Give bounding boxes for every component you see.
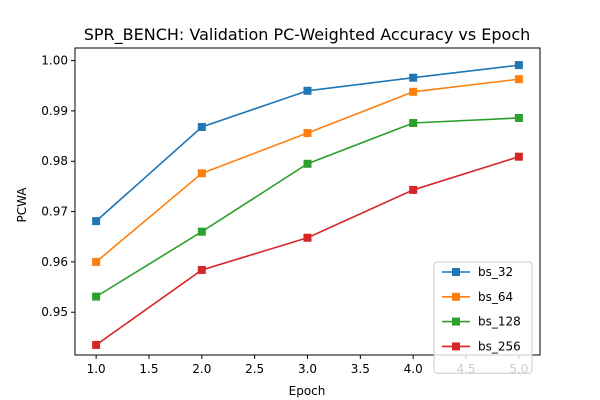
x-tick-label: 3.0 bbox=[298, 362, 317, 376]
data-point-bs_32 bbox=[197, 123, 206, 132]
x-tick-label: 4.0 bbox=[404, 362, 423, 376]
series-bs_128 bbox=[92, 113, 523, 301]
chart-title: SPR_BENCH: Validation PC-Weighted Accura… bbox=[84, 25, 531, 45]
x-tick-label: 2.5 bbox=[245, 362, 264, 376]
data-point-bs_32 bbox=[409, 73, 418, 82]
data-point-bs_256 bbox=[92, 340, 101, 349]
y-tick-label: 0.98 bbox=[41, 154, 68, 168]
data-point-bs_64 bbox=[197, 169, 206, 178]
data-point-bs_64 bbox=[409, 87, 418, 96]
data-point-bs_64 bbox=[514, 75, 523, 84]
legend-marker bbox=[452, 317, 460, 326]
legend: bs_32 bs_64 bs_128 bs_256 bbox=[433, 261, 533, 374]
legend-item-bs_256: bs_256 bbox=[442, 339, 521, 353]
series-bs_32 bbox=[92, 61, 523, 226]
data-point-bs_128 bbox=[92, 292, 101, 301]
data-point-bs_128 bbox=[303, 159, 312, 168]
legend-label: bs_64 bbox=[478, 290, 513, 304]
legend-label: bs_128 bbox=[478, 315, 521, 329]
data-point-bs_32 bbox=[92, 217, 101, 226]
y-axis: 0.95 0.96 0.97 0.98 0.99 1.00 bbox=[41, 54, 75, 319]
series-layer bbox=[92, 61, 523, 349]
legend-item-bs_64: bs_64 bbox=[442, 290, 513, 304]
legend-marker bbox=[452, 268, 460, 276]
series-bs_64 bbox=[92, 75, 523, 266]
legend-label: bs_256 bbox=[478, 339, 521, 353]
legend-item-bs_32: bs_32 bbox=[442, 265, 513, 279]
data-point-bs_256 bbox=[409, 185, 418, 194]
legend-marker bbox=[452, 292, 460, 301]
series-bs_256 bbox=[92, 152, 523, 349]
data-point-bs_256 bbox=[514, 152, 523, 161]
x-axis-label: Epoch bbox=[289, 384, 326, 398]
x-tick-label: 3.5 bbox=[351, 362, 370, 376]
data-point-bs_256 bbox=[303, 233, 312, 242]
legend-item-bs_128: bs_128 bbox=[442, 315, 521, 329]
data-point-bs_256 bbox=[197, 265, 206, 274]
legend-label: bs_32 bbox=[478, 265, 513, 279]
data-point-bs_128 bbox=[409, 118, 418, 127]
data-point-bs_64 bbox=[303, 129, 312, 138]
y-tick-label: 1.00 bbox=[41, 54, 68, 68]
y-tick-label: 0.97 bbox=[41, 205, 68, 219]
y-axis-label: PCWA bbox=[15, 187, 29, 223]
legend-marker bbox=[452, 342, 460, 351]
data-point-bs_128 bbox=[197, 227, 206, 236]
x-tick-label: 1.0 bbox=[87, 362, 106, 376]
x-tick-label: 1.5 bbox=[139, 362, 158, 376]
y-tick-label: 0.99 bbox=[41, 104, 68, 118]
y-tick-label: 0.96 bbox=[41, 255, 68, 269]
data-point-bs_32 bbox=[303, 86, 312, 95]
y-tick-label: 0.95 bbox=[41, 305, 68, 319]
data-point-bs_128 bbox=[514, 113, 523, 122]
x-tick-label: 2.0 bbox=[192, 362, 211, 376]
data-point-bs_32 bbox=[514, 61, 523, 70]
data-point-bs_64 bbox=[92, 257, 101, 266]
